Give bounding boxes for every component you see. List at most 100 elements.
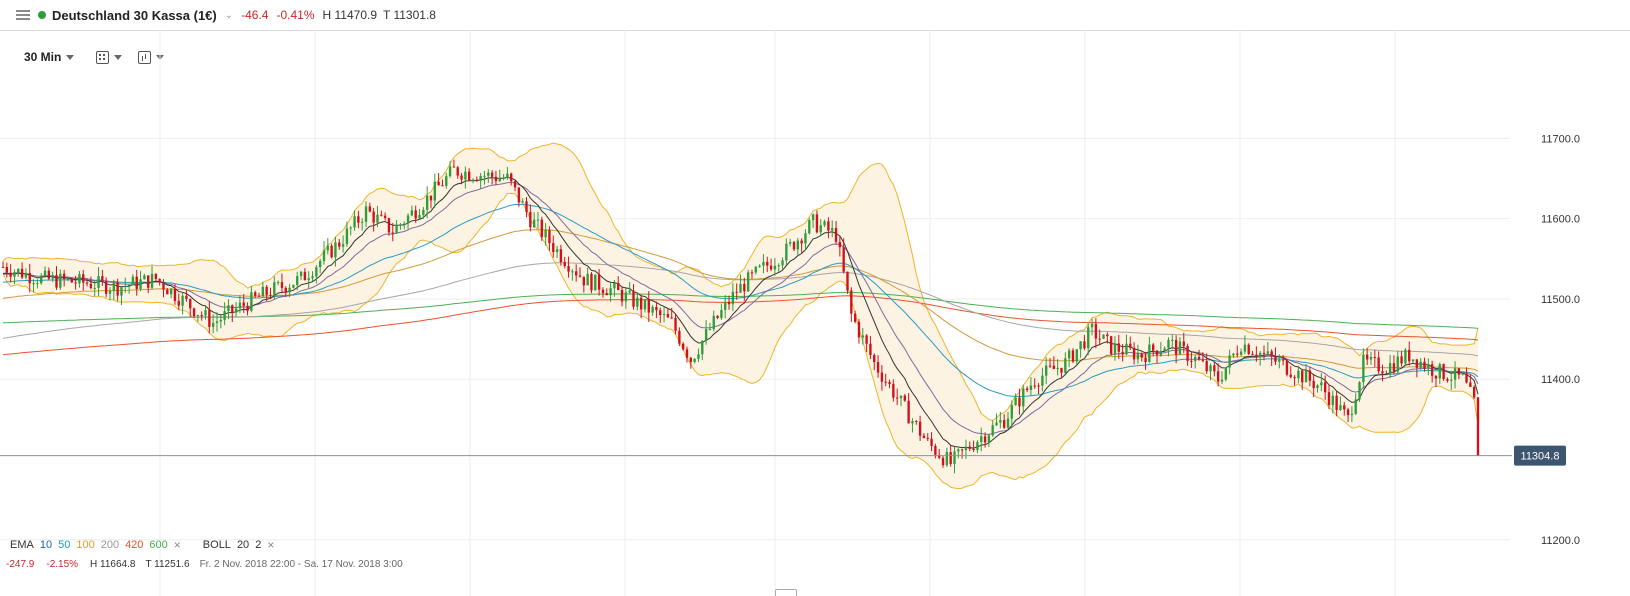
candle-body (1453, 368, 1457, 380)
candle-body (1411, 359, 1415, 362)
candle-body (51, 275, 54, 279)
candle-body (1270, 351, 1273, 357)
candle-body (196, 315, 200, 317)
candle-body (827, 221, 830, 231)
candle-body (116, 282, 119, 296)
candle-body (735, 291, 738, 293)
candle-body (670, 317, 673, 319)
candle-body (502, 178, 505, 180)
remove-ema-icon[interactable]: × (173, 538, 181, 552)
candle-body (731, 291, 735, 305)
boll-deviation[interactable]: 2 (255, 539, 262, 551)
y-tick-label: 11500.0 (1541, 294, 1580, 306)
remove-boll-icon[interactable]: × (267, 538, 275, 552)
boll-period[interactable]: 20 (236, 539, 250, 551)
candle-body (1075, 349, 1078, 362)
chevron-down-icon[interactable]: ⌄ (224, 9, 234, 21)
ema-period-600[interactable]: 600 (149, 539, 168, 551)
candle-body (1450, 379, 1453, 381)
candle-body (1255, 354, 1258, 357)
candle-body (1033, 385, 1036, 387)
candle-body (1117, 343, 1120, 352)
candle-body (1224, 367, 1227, 380)
ema-period-50[interactable]: 50 (58, 539, 71, 551)
candle-body (869, 343, 872, 356)
candle-body (918, 421, 922, 436)
price-chart[interactable]: 11700.0 11600.0 11500.0 11400.0 11200.0 11304… (0, 30, 1630, 596)
candle-body (17, 268, 20, 273)
ema-period-100[interactable]: 100 (76, 539, 95, 551)
ema-20-line (2, 181, 1479, 435)
candle-body (372, 211, 375, 223)
candle-body (181, 295, 184, 306)
candle-body (1442, 364, 1445, 380)
candle-body (257, 295, 261, 297)
candle-body (89, 283, 93, 289)
candle-body (1339, 405, 1342, 411)
candle-body (143, 275, 146, 280)
candle-body (716, 315, 719, 318)
candle-body (1220, 379, 1224, 382)
candle-body (368, 206, 372, 212)
candle-body (1010, 405, 1013, 419)
candle-body (1243, 344, 1247, 352)
candle-body (632, 290, 635, 307)
candle-body (1377, 357, 1380, 372)
candle-body (815, 214, 819, 233)
candle-body (1323, 382, 1327, 393)
candle-body (788, 242, 792, 244)
candle-body (911, 421, 914, 424)
market-status-dot (38, 11, 46, 19)
bollinger-lower-line (2, 192, 1479, 490)
candle-body (563, 262, 566, 267)
caret-down-icon (114, 54, 123, 60)
candle-body (544, 229, 547, 238)
candle-body (727, 301, 731, 305)
instrument-title[interactable]: Deutschland 30 Kassa (1€) (52, 7, 217, 23)
candle-body (104, 280, 108, 294)
candle-body (223, 311, 226, 320)
ema-period-200[interactable]: 200 (100, 539, 120, 551)
candle-body (1392, 363, 1396, 372)
candle-body (487, 172, 490, 176)
candle-body (819, 225, 822, 233)
candle-body (189, 299, 192, 309)
candle-body (1079, 341, 1082, 350)
day-high: H 11470.9 (322, 8, 378, 22)
chart-type-button[interactable] (96, 50, 123, 64)
candle-body (769, 265, 773, 270)
range-change: -247.9 (6, 559, 35, 570)
candle-body (1113, 343, 1117, 355)
candle-body (227, 305, 230, 312)
ema-period-420[interactable]: 420 (125, 539, 144, 551)
candle-body (605, 293, 608, 296)
candle-body (1415, 359, 1419, 368)
menu-icon[interactable] (16, 10, 30, 20)
candle-body (838, 241, 842, 248)
resize-handle[interactable] (775, 589, 797, 596)
timeframe-select[interactable]: 30 Min (24, 50, 75, 64)
candle-body (315, 267, 318, 277)
candle-body (792, 242, 796, 250)
candle-body (1201, 359, 1205, 362)
ema-period-10[interactable]: 10 (39, 539, 53, 551)
candle-body (777, 265, 780, 267)
candle-body (9, 272, 12, 277)
range-high: H 11664.8 (90, 559, 136, 570)
candle-body (1216, 371, 1220, 382)
candle-body (548, 229, 551, 244)
candle-body (1350, 413, 1354, 416)
candle-body (380, 214, 383, 216)
candle-body (414, 210, 417, 219)
candle-body (1301, 370, 1304, 383)
candle-body (330, 245, 333, 258)
candle-body (712, 315, 715, 330)
candle-body (147, 275, 150, 288)
candle-body (999, 419, 1002, 423)
candle-body (399, 224, 402, 226)
candle-body (483, 175, 486, 177)
candle-body (575, 271, 578, 276)
indicator-legend: EMA 10 50 100 200 420 600 × BOLL 20 2 × (10, 538, 296, 552)
candle-body (276, 282, 280, 284)
candle-body (1140, 353, 1143, 358)
